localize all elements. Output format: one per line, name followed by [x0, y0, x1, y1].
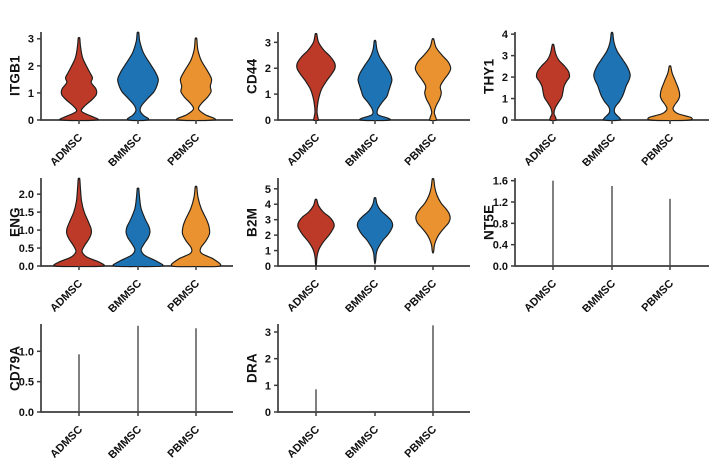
ytick-label: 1.0	[19, 346, 34, 358]
category-label-admsc: ADMSC	[48, 424, 85, 458]
ytick-label: 1.6	[493, 176, 508, 188]
ytick-label: 0	[265, 407, 271, 419]
ytick-label: 2	[265, 230, 271, 242]
category-label-pbmsc: PBMSC	[166, 424, 203, 458]
ytick-label: 3	[502, 51, 508, 63]
ytick-label: 0.0	[19, 407, 34, 419]
ytick-label: 1	[265, 246, 271, 258]
violin-b2m-admsc	[297, 198, 335, 267]
ytick-label: 5	[265, 184, 271, 196]
ytick-label: 3	[265, 37, 271, 49]
violin-itgb1-bmmsc	[117, 31, 159, 122]
category-label-admsc: ADMSC	[285, 278, 322, 312]
ytick-label: 0.5	[19, 243, 34, 255]
category-label-pbmsc: PBMSC	[640, 132, 677, 166]
ytick-label: 0	[28, 115, 34, 127]
violin-plot-cd79a: 1.0 0.5 0.0 ADMSC BMMSC PBMSC	[19, 324, 233, 458]
ytick-label: 1	[28, 88, 34, 100]
violin-cd44-admsc	[296, 32, 336, 122]
ytick-label: 3	[265, 327, 271, 339]
violin-thy1-pbmsc	[647, 65, 693, 122]
category-label-pbmsc: PBMSC	[640, 278, 677, 312]
ytick-label: 4	[265, 199, 272, 211]
ytick-label: 0	[265, 261, 271, 273]
empty-cell	[474, 312, 713, 458]
ytick-label: 0	[502, 115, 508, 127]
violin-plot-cd44: 3 2 1 0 ADMSC BMMSC PBMSC	[265, 32, 470, 166]
category-label-admsc: ADMSC	[522, 132, 559, 166]
ytick-label: 2	[265, 354, 271, 366]
ytick-label: 2.0	[19, 189, 34, 201]
panel-eng: ENG 2.0 1.5 1.0 0.5 0.0 ADMSC BMMSC PBMSC	[0, 166, 237, 312]
category-label-bmmsc: BMMSC	[106, 278, 144, 312]
ytick-label: 4	[502, 29, 509, 41]
category-label-bmmsc: BMMSC	[343, 278, 381, 312]
category-label-bmmsc: BMMSC	[106, 132, 144, 166]
category-label-pbmsc: PBMSC	[403, 132, 440, 166]
ytick-label: 2	[265, 63, 271, 75]
panel-cd44: CD44 3 2 1 0 ADMSC BMMSC PBMSC	[237, 20, 474, 166]
ytick-label: 1.0	[19, 225, 34, 237]
category-label-admsc: ADMSC	[48, 278, 85, 312]
category-label-bmmsc: BMMSC	[343, 424, 381, 458]
panel-nt5e: NT5E 1.6 1.2 0.8 0.4 0.0 ADMSC BMMSC PBMSC	[474, 166, 713, 312]
category-label-bmmsc: BMMSC	[106, 424, 144, 458]
ytick-label: 1	[502, 93, 508, 105]
category-label-pbmsc: PBMSC	[166, 278, 203, 312]
panel-grid: ITGB1 3 2 1 0 ADMSC BMMSC PBMSC CD44 3 2 1 0 ADMSC…	[0, 20, 713, 458]
violin-cd44-bmmsc	[357, 39, 393, 122]
ytick-label: 0.8	[493, 218, 508, 230]
ytick-label: 2	[502, 72, 508, 84]
ytick-label: 0.4	[493, 240, 509, 252]
ytick-label: 0.0	[19, 261, 34, 273]
violin-eng-admsc	[53, 177, 105, 268]
ytick-label: 3	[265, 215, 271, 227]
ytick-label: 3	[28, 34, 34, 46]
panel-b2m: B2M 5 4 3 2 1 0 ADMSC BMMSC PBMSC	[237, 166, 474, 312]
violin-plot-thy1: 4 3 2 1 0 ADMSC BMMSC PBMSC	[502, 29, 709, 166]
violin-itgb1-admsc	[59, 37, 99, 122]
violin-plot-itgb1: 3 2 1 0 ADMSC BMMSC PBMSC	[28, 31, 233, 166]
category-label-admsc: ADMSC	[48, 132, 85, 166]
violin-eng-bmmsc	[112, 187, 164, 268]
violin-thy1-admsc	[535, 43, 571, 122]
category-label-pbmsc: PBMSC	[403, 424, 440, 458]
ytick-label: 2	[28, 61, 34, 73]
panel-itgb1: ITGB1 3 2 1 0 ADMSC BMMSC PBMSC	[0, 20, 237, 166]
violin-plot-b2m: 5 4 3 2 1 0 ADMSC BMMSC PBMSC	[265, 178, 470, 312]
violin-plot-eng: 2.0 1.5 1.0 0.5 0.0 ADMSC BMMSC PBMSC	[19, 177, 233, 312]
category-label-bmmsc: BMMSC	[580, 278, 618, 312]
category-label-pbmsc: PBMSC	[403, 278, 440, 312]
panel-cd79a: CD79A 1.0 0.5 0.0 ADMSC BMMSC PBMSC	[0, 312, 237, 458]
violin-itgb1-pbmsc	[175, 37, 217, 122]
category-label-admsc: ADMSC	[285, 132, 322, 166]
panel-thy1: THY1 4 3 2 1 0 ADMSC BMMSC PBMSC	[474, 20, 713, 166]
category-label-admsc: ADMSC	[522, 278, 559, 312]
ytick-label: 1	[265, 89, 271, 101]
violin-b2m-pbmsc	[415, 178, 451, 254]
category-label-bmmsc: BMMSC	[580, 132, 618, 166]
category-label-admsc: ADMSC	[285, 424, 322, 458]
violin-cd44-pbmsc	[414, 38, 452, 122]
ytick-label: 0	[265, 115, 271, 127]
ytick-label: 1.2	[493, 197, 508, 209]
panel-dra: DRA 3 2 1 0 ADMSC BMMSC PBMSC	[237, 312, 474, 458]
violin-eng-pbmsc	[170, 185, 222, 268]
ytick-label: 1.5	[19, 207, 34, 219]
violin-b2m-bmmsc	[356, 197, 394, 265]
violin-plot-dra: 3 2 1 0 ADMSC BMMSC PBMSC	[265, 324, 470, 458]
category-label-bmmsc: BMMSC	[343, 132, 381, 166]
category-label-pbmsc: PBMSC	[166, 132, 203, 166]
ytick-label: 0.0	[493, 261, 508, 273]
ytick-label: 0.5	[19, 377, 34, 389]
ytick-label: 1	[265, 380, 271, 392]
violin-plot-nt5e: 1.6 1.2 0.8 0.4 0.0 ADMSC BMMSC PBMSC	[493, 176, 709, 312]
violin-thy1-bmmsc	[593, 31, 631, 122]
